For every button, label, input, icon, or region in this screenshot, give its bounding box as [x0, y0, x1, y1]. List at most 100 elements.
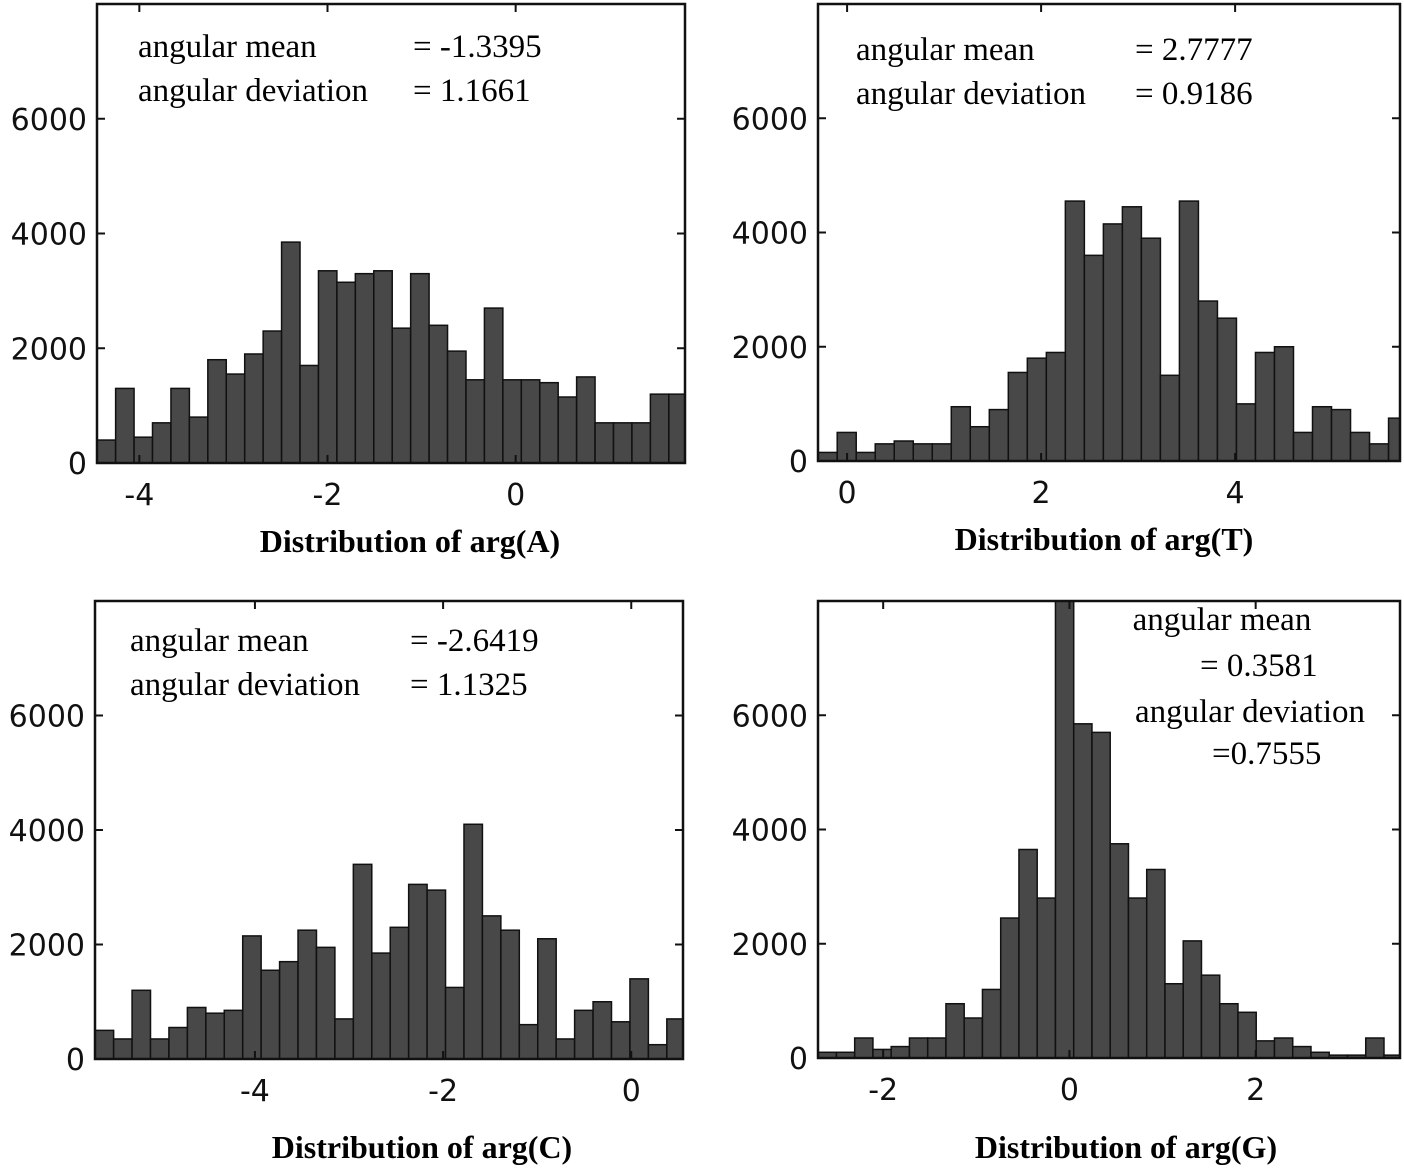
histogram-bar — [1064, 200, 1086, 462]
histogram-bar — [518, 1023, 539, 1060]
x-tick-label: 0 — [1060, 1073, 1079, 1108]
histogram-bar — [1083, 254, 1105, 462]
histogram-bar — [1140, 237, 1162, 462]
histogram-bar — [1182, 940, 1203, 1059]
y-tick-label: 0 — [66, 1043, 85, 1078]
histogram-bar — [893, 440, 915, 462]
x-axis-label: Distribution of arg(G) — [975, 1129, 1277, 1165]
y-tick-label: 4000 — [9, 814, 85, 849]
histogram-bar — [931, 443, 953, 462]
histogram-bar — [114, 387, 135, 464]
histogram-bar — [407, 883, 428, 1060]
histogram-bar — [481, 915, 502, 1060]
y-tick-label: 2000 — [9, 929, 85, 964]
histogram-bar — [391, 327, 412, 464]
histogram-bar — [1237, 1011, 1257, 1059]
histogram-bar — [1054, 600, 1075, 1059]
bars — [94, 823, 684, 1060]
x-tick-label: -4 — [240, 1074, 270, 1109]
histogram-bar — [1235, 403, 1257, 462]
histogram-bar — [575, 376, 596, 464]
annotation-deviation-label: angular deviation — [138, 73, 368, 109]
histogram-bar — [649, 393, 670, 464]
histogram-bar — [170, 387, 191, 464]
y-tick-label: 2000 — [11, 332, 87, 367]
y-tick-label: 2000 — [732, 928, 808, 963]
histogram-bar — [1254, 351, 1276, 462]
histogram-bar — [278, 960, 299, 1060]
histogram-bar — [299, 364, 320, 464]
histogram-bar — [1330, 408, 1352, 462]
histogram-bar — [1368, 443, 1390, 462]
histogram-bar — [817, 451, 838, 462]
histogram-bar — [536, 938, 557, 1060]
histogram-bar — [428, 324, 449, 464]
y-axis-ticks: 0 2000 4000 6000 — [732, 102, 1400, 480]
histogram-bar — [207, 358, 228, 464]
histogram-bar — [389, 926, 410, 1060]
histogram-bar — [629, 978, 650, 1060]
histogram-bar — [1255, 1040, 1276, 1059]
histogram-bar — [1121, 206, 1143, 462]
histogram-bar — [1291, 1045, 1312, 1059]
histogram-bar — [963, 1017, 984, 1059]
histogram-bar — [647, 1043, 668, 1060]
histogram-bar — [149, 1038, 170, 1060]
x-axis-label: Distribution of arg(C) — [272, 1129, 572, 1165]
annotation-mean-label: angular mean — [856, 32, 1035, 68]
histogram-bar — [205, 1012, 226, 1060]
histogram-bar — [988, 408, 1010, 462]
annotation-mean-label: angular mean — [130, 623, 309, 659]
histogram-bar — [280, 241, 301, 464]
histogram-bar — [1072, 723, 1093, 1059]
annotation-mean-label: angular mean — [138, 29, 317, 65]
histogram-bar — [354, 272, 375, 464]
histogram-bar — [1102, 223, 1124, 462]
x-tick-label: -2 — [313, 478, 343, 513]
histogram-bar — [945, 1002, 965, 1059]
histogram-panel-arg-a: 0 2000 4000 6000 -4 -2 0 angular mean = -1.33… — [11, 2, 687, 559]
histogram-bar — [1349, 431, 1371, 462]
histogram-bar — [666, 1018, 684, 1060]
histogram-bar — [981, 988, 1002, 1059]
x-axis-ticks: -4 -2 0 — [240, 601, 641, 1109]
histogram-bar — [444, 986, 465, 1060]
histogram-bar — [592, 1001, 613, 1060]
histogram-bar — [1218, 1002, 1239, 1059]
histogram-bar — [594, 422, 615, 464]
histogram-bar — [133, 436, 154, 464]
histogram-bar — [1200, 974, 1221, 1059]
histogram-bar — [1045, 351, 1067, 462]
histogram-bar — [1159, 374, 1181, 462]
histogram-bar — [186, 1006, 207, 1060]
x-axis-label: Distribution of arg(T) — [955, 521, 1254, 557]
histogram-bar — [668, 393, 686, 464]
histogram-bar — [94, 1029, 115, 1060]
x-tick-label: 2 — [1246, 1073, 1265, 1108]
histogram-bar — [352, 863, 373, 1060]
histogram-bar — [1018, 848, 1038, 1059]
histogram-bar — [131, 989, 152, 1060]
histogram-bar — [853, 1037, 874, 1059]
annotation-mean-value: = 2.7777 — [1135, 32, 1253, 68]
histogram-bar — [1164, 982, 1184, 1059]
histogram-bar — [241, 935, 262, 1060]
x-tick-label: 0 — [838, 476, 857, 511]
histogram-bar — [1216, 317, 1238, 462]
histogram-bar — [373, 270, 393, 464]
y-tick-label: 4000 — [11, 218, 87, 253]
histogram-bar — [969, 425, 991, 462]
histogram-bar — [612, 422, 633, 464]
y-tick-label: 2000 — [732, 331, 808, 366]
histogram-bar — [409, 272, 430, 464]
histogram-bar — [1091, 731, 1111, 1059]
histogram-bar — [874, 443, 895, 462]
histogram-bar — [426, 889, 447, 1060]
histogram-bar — [1145, 868, 1166, 1059]
annotation-deviation-label: angular deviation — [130, 667, 360, 703]
annotation-mean-value: = -2.6419 — [410, 623, 539, 659]
histogram-bar — [297, 929, 318, 1060]
y-tick-label: 6000 — [11, 103, 87, 138]
